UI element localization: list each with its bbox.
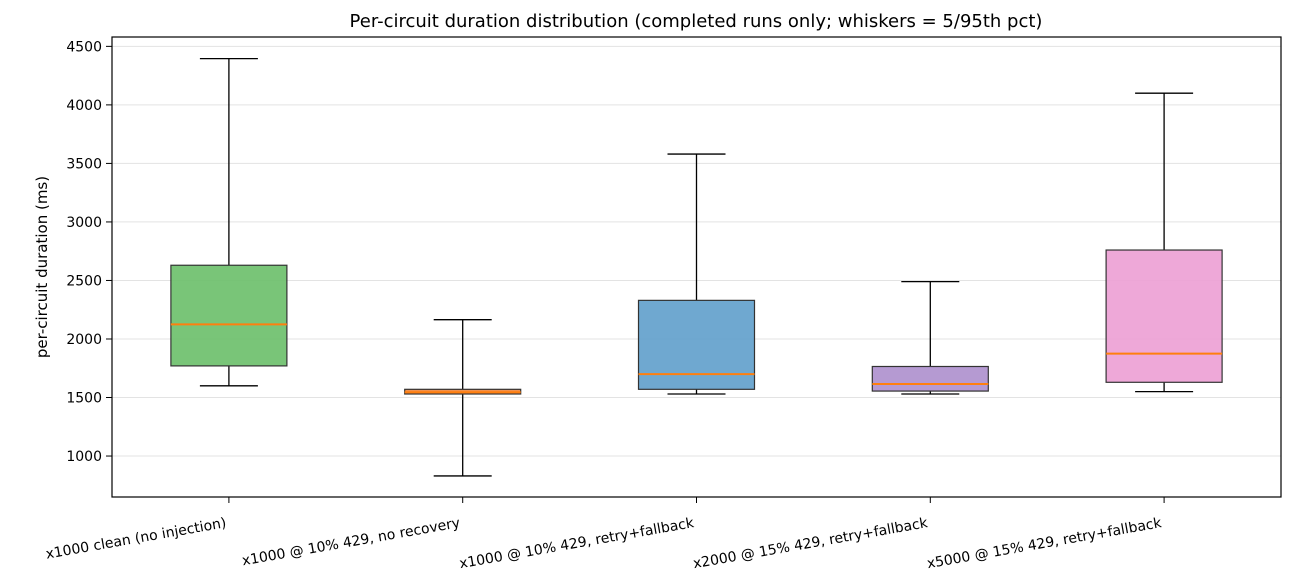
x-ticks: x1000 clean (no injection) x1000 @ 10% 42… bbox=[45, 497, 1165, 572]
box bbox=[871, 365, 989, 392]
box-group bbox=[1105, 92, 1223, 393]
y-ticks: 1000 1500 2000 2500 3000 3500 4000 4500 bbox=[66, 39, 112, 465]
box bbox=[170, 264, 288, 367]
x-tick-label: x5000 @ 15% 429, retry+fallback bbox=[926, 515, 1164, 572]
y-tick-label: 2000 bbox=[66, 332, 102, 348]
y-tick-label: 3000 bbox=[66, 215, 102, 231]
y-tick-label: 4000 bbox=[66, 98, 102, 114]
x-tick-label: x2000 @ 15% 429, retry+fallback bbox=[692, 515, 930, 572]
chart-title: Per-circuit duration distribution (compl… bbox=[350, 11, 1043, 32]
y-tick-label: 1500 bbox=[66, 391, 102, 407]
boxes bbox=[170, 58, 1223, 477]
box bbox=[637, 299, 756, 390]
x-tick-label: x1000 @ 10% 429, no recovery bbox=[241, 515, 462, 569]
box bbox=[1105, 249, 1223, 383]
y-tick-label: 2500 bbox=[66, 273, 102, 289]
y-axis-label: per-circuit duration (ms) bbox=[33, 176, 51, 358]
x-tick-label: x1000 @ 10% 429, retry+fallback bbox=[458, 515, 696, 572]
box-group bbox=[637, 153, 756, 395]
y-tick-label: 1000 bbox=[66, 449, 102, 465]
box-group bbox=[404, 319, 522, 477]
box-group bbox=[170, 58, 288, 387]
box-group bbox=[871, 280, 989, 395]
y-tick-label: 4500 bbox=[66, 39, 102, 55]
x-tick-label: x1000 clean (no injection) bbox=[45, 515, 228, 563]
y-tick-label: 3500 bbox=[66, 156, 102, 172]
